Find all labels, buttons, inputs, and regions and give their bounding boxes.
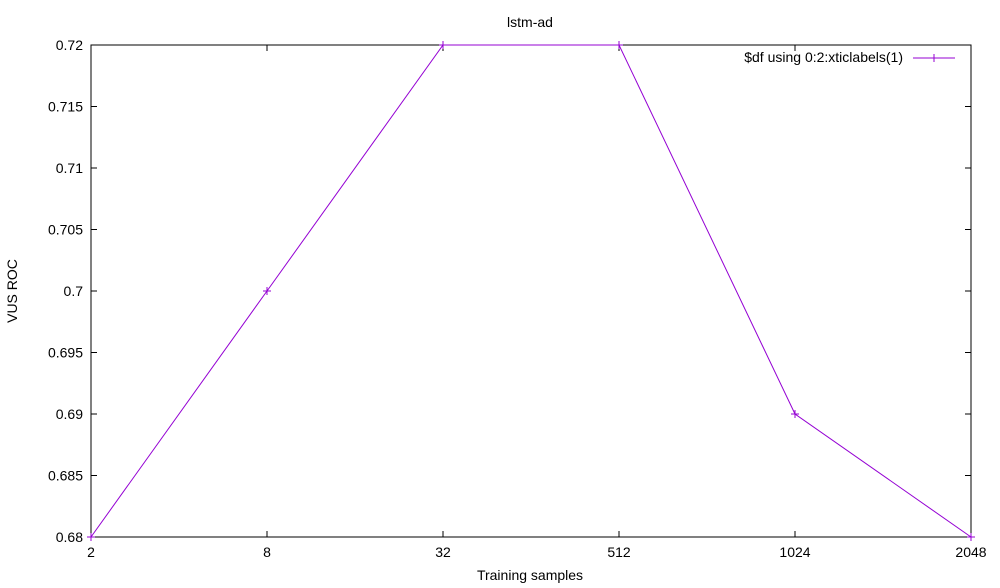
x-tick-label: 32 (435, 544, 451, 560)
data-point-marker (263, 287, 271, 295)
y-tick-label: 0.715 (48, 99, 83, 115)
legend-label: $df using 0:2:xticlabels(1) (744, 49, 903, 65)
y-tick-label: 0.72 (56, 37, 83, 53)
legend-marker (930, 54, 938, 62)
y-axis-label: VUS ROC (4, 259, 20, 323)
x-axis: 2 8 32 512 1024 2048 (87, 45, 987, 560)
series-layer (87, 41, 975, 541)
x-tick-label: 1024 (779, 544, 810, 560)
y-tick-label: 0.69 (56, 406, 83, 422)
x-tick-label: 8 (263, 544, 271, 560)
y-axis: 0.68 0.685 0.69 0.695 0.7 0.705 0.71 0.715 0.72 (48, 37, 971, 545)
data-point-marker (791, 410, 799, 418)
chart-title: lstm-ad (507, 14, 553, 30)
plot-frame (90, 44, 972, 538)
y-tick-label: 0.705 (48, 222, 83, 238)
y-tick-label: 0.68 (56, 529, 83, 545)
y-tick-label: 0.685 (48, 468, 83, 484)
x-tick-label: 2 (87, 544, 95, 560)
x-tick-label: 512 (607, 544, 631, 560)
y-tick-label: 0.71 (56, 160, 83, 176)
x-axis-label: Training samples (477, 567, 583, 583)
data-point-marker (439, 41, 447, 49)
data-point-marker (87, 533, 95, 541)
y-tick-label: 0.7 (64, 283, 84, 299)
series-line (90, 44, 972, 538)
legend: $df using 0:2:xticlabels(1) (744, 49, 955, 65)
y-tick-label: 0.695 (48, 345, 83, 361)
data-point-marker (967, 533, 975, 541)
x-tick-label: 2048 (955, 544, 986, 560)
data-point-marker (615, 41, 623, 49)
